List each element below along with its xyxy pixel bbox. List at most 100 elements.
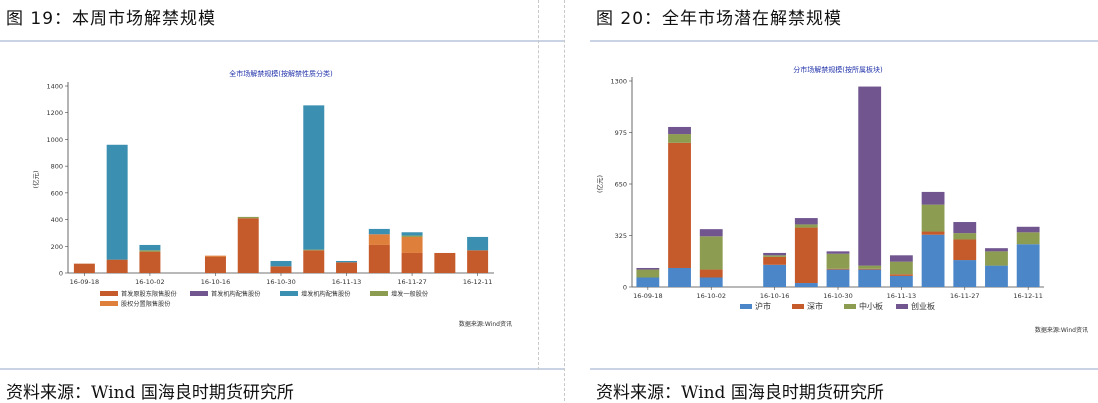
- y-tick-label: 1000: [46, 136, 63, 144]
- bar-16-11-13-深市: [889, 274, 913, 276]
- bar-16-10-16-股权分置限售股份: [204, 255, 226, 257]
- y-tick-label: 400: [51, 216, 63, 224]
- figure-20-panel: 图 20：全年市场潜在解禁规模 分市场解禁规模(按所属板块) 0 325 650 975…: [590, 0, 1098, 403]
- y-tick-label: 1300: [610, 78, 627, 86]
- x-tick-label: 16-09-18: [70, 278, 100, 286]
- bar-16-12-04-中小板: [985, 251, 1008, 266]
- bar-16-12-11-首发原股东限售股份: [467, 250, 489, 273]
- x-tick-label: 16-11-13: [332, 278, 362, 286]
- legend-swatch-创业板: [896, 304, 908, 309]
- bar-16-10-16-首发原股东限售股份: [204, 256, 226, 273]
- bar-16-12-11-创业板: [1016, 226, 1040, 233]
- source-rule: [590, 368, 1098, 370]
- figure-19-title: 图 19：本周市场解禁规模: [6, 9, 217, 29]
- x-tick-label: 16-10-30: [823, 292, 853, 300]
- bar-16-09-25-增发机构配售股份: [106, 144, 128, 260]
- x-tick-label: 16-12-11: [1013, 292, 1043, 300]
- bar-16-10-30-深市: [826, 268, 850, 270]
- legend-label: 创业板: [911, 301, 935, 311]
- bar-16-10-02-创业板: [699, 229, 723, 237]
- bar-16-11-20-股权分置限售股份: [368, 234, 390, 245]
- bar-16-10-16-深市: [763, 256, 787, 265]
- bar-16-11-13-中小板: [889, 261, 913, 275]
- bar-16-10-23-首发原股东限售股份: [237, 218, 259, 273]
- bar-16-11-20-沪市: [921, 234, 945, 287]
- bar-16-10-02-沪市: [699, 277, 723, 287]
- bar-16-11-27-增发机构配售股份: [401, 232, 423, 236]
- x-tick-label: 16-10-16: [760, 292, 790, 300]
- bar-16-12-11-增发机构配售股份: [467, 236, 489, 251]
- bar-16-10-30-首发原股东限售股份: [270, 266, 292, 273]
- bar-16-11-20-中小板: [921, 204, 945, 232]
- legend-label: 沪市: [755, 301, 771, 311]
- bar-16-11-27-增发一般股份: [401, 235, 423, 237]
- y-tick-label: 1200: [46, 109, 63, 117]
- y-tick-label: 600: [51, 189, 63, 197]
- legend-swatch-首发机构配售股份: [190, 291, 208, 296]
- bar-16-11-27-深市: [953, 239, 977, 261]
- bar-16-09-18-沪市: [636, 277, 660, 287]
- bar-16-10-02-增发一般股份: [139, 250, 161, 252]
- bar-16-11-06-增发机构配售股份: [303, 105, 325, 250]
- bar-16-11-20-增发机构配售股份: [368, 228, 390, 235]
- x-tick-label: 16-11-27: [397, 278, 427, 286]
- x-tick-label: 16-12-11: [463, 278, 493, 286]
- legend-swatch-深市: [792, 304, 804, 309]
- y-axis-label: (亿元): [595, 175, 604, 193]
- bar-16-09-18-首发原股东限售股份: [73, 263, 95, 273]
- legend-label: 中小板: [859, 301, 883, 311]
- x-tick-label: 16-11-13: [887, 292, 917, 300]
- y-tick-label: 800: [51, 163, 63, 171]
- bar-16-12-11-沪市: [1016, 244, 1040, 287]
- figure-20-source: 资料来源：Wind 国海良时期货研究所: [596, 383, 884, 403]
- bar-16-10-16-创业板: [763, 252, 787, 256]
- bar-16-10-02-深市: [699, 269, 723, 278]
- legend-swatch-股权分置限售股份: [100, 301, 118, 306]
- bar-16-11-13-增发机构配售股份: [336, 260, 358, 263]
- chart-title: 分市场解禁规模(按所属板块): [793, 65, 883, 74]
- bar-16-11-27-首发原股东限售股份: [401, 252, 423, 273]
- legend-swatch-增发一般股份: [370, 291, 388, 296]
- legend-label: 首发机构配售股份: [211, 290, 261, 298]
- bar-16-10-30-创业板: [826, 251, 850, 254]
- bar-16-12-11-中小板: [1016, 232, 1040, 245]
- panel-divider: [538, 0, 539, 370]
- bar-16-10-30-增发机构配售股份: [270, 260, 292, 267]
- panel-divider-2: [564, 0, 565, 401]
- bar-16-10-30-中小板: [826, 253, 850, 269]
- source-rule: [0, 368, 564, 370]
- bar-16-11-06-增发一般股份: [303, 249, 325, 251]
- bar-16-09-25-深市: [668, 142, 691, 268]
- bar-16-10-23-沪市: [794, 283, 818, 287]
- chart-title: 全市场解禁规模(按解禁性质分类): [229, 69, 333, 78]
- figure-20-title: 图 20：全年市场潜在解禁规模: [596, 9, 843, 29]
- bar-16-11-06-创业板: [858, 86, 882, 266]
- figure-19-panel: 图 19：本周市场解禁规模 全市场解禁规模(按解禁性质分类) 0 200 400 600…: [0, 9, 564, 403]
- y-tick-label: 200: [51, 243, 63, 251]
- y-tick-label: 0: [59, 270, 63, 278]
- x-tick-label: 16-11-27: [950, 292, 980, 300]
- bar-16-12-04-首发原股东限售股份: [434, 252, 456, 273]
- title-rule: [0, 40, 564, 42]
- bar-16-11-27-中小板: [953, 233, 977, 240]
- title-rule: [590, 40, 1098, 42]
- x-tick-label: 16-10-02: [696, 292, 726, 300]
- bar-16-11-27-股权分置限售股份: [401, 236, 423, 253]
- bar-16-11-13-首发原股东限售股份: [336, 262, 358, 273]
- legend-label: 增发机构配售股份: [301, 290, 351, 298]
- y-tick-label: 975: [615, 129, 627, 137]
- bar-16-11-20-深市: [921, 231, 945, 235]
- chart-source-note: 数据来源:Wind资讯: [1035, 326, 1088, 334]
- x-tick-label: 16-10-16: [201, 278, 231, 286]
- y-tick-label: 650: [615, 181, 627, 189]
- legend-label: 首发原股东限售股份: [121, 290, 177, 298]
- y-tick-label: 1400: [46, 83, 63, 91]
- bar-16-11-20-首发原股东限售股份: [368, 244, 390, 273]
- x-tick-label: 16-10-02: [135, 278, 165, 286]
- bar-16-11-06-首发原股东限售股份: [303, 250, 325, 273]
- bar-16-10-16-沪市: [763, 264, 787, 287]
- unlock-by-board-chart: 分市场解禁规模(按所属板块) 0 325 650 975 1300 (亿元) 16-09-18…: [595, 65, 1088, 334]
- bar-16-10-30-沪市: [826, 269, 850, 287]
- bar-16-11-06-沪市: [858, 269, 882, 287]
- y-tick-label: 325: [615, 232, 627, 240]
